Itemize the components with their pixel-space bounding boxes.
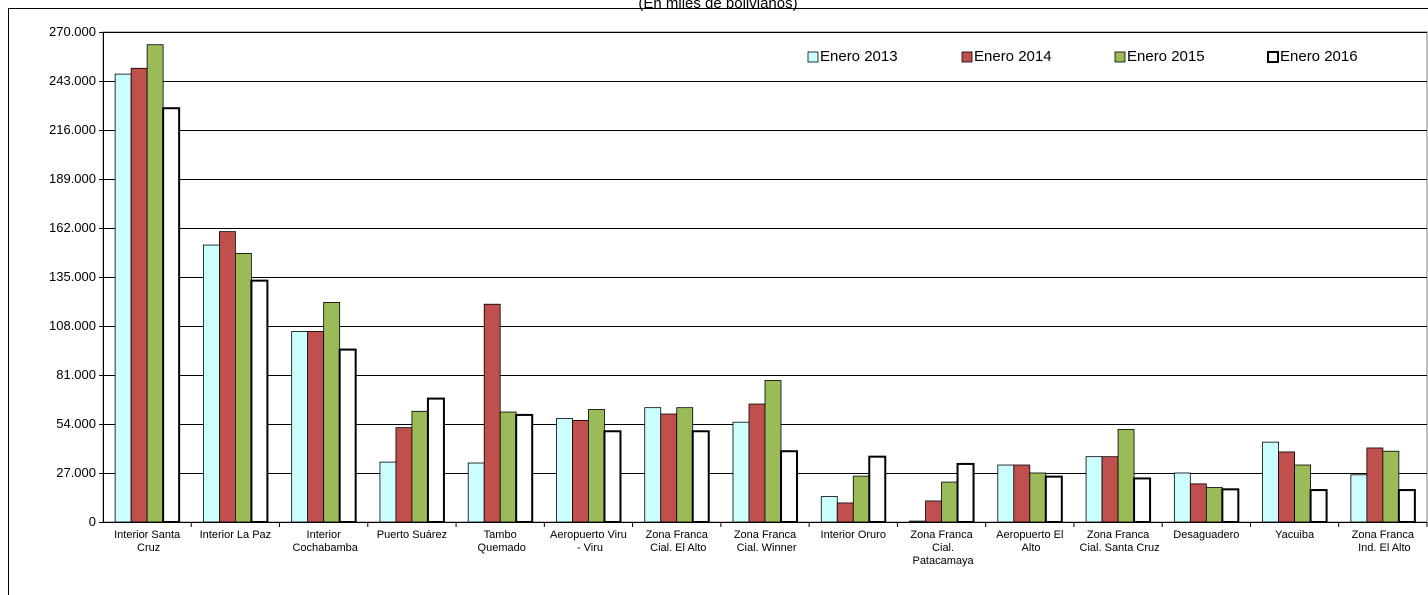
bar [202, 244, 220, 523]
x-tick-label: Aeropuerto El Alto [996, 529, 1063, 554]
bar [691, 430, 710, 523]
bar [1350, 474, 1368, 523]
bar [1205, 487, 1223, 523]
bar [1366, 447, 1384, 523]
bar [1085, 456, 1103, 523]
bar [780, 450, 798, 524]
bar [644, 407, 662, 523]
bar [1221, 488, 1240, 524]
bar [748, 403, 766, 523]
y-tick-label: 135.000 [49, 269, 96, 284]
bar [925, 500, 942, 523]
bar [499, 411, 517, 523]
subtitle: (En miles de bolivianos) [638, 0, 797, 12]
x-tick-label: Interior Cochabamba [289, 529, 358, 554]
bar [291, 331, 309, 523]
bar [483, 303, 501, 523]
bar [1029, 472, 1047, 523]
y-tick-label: 54.000 [56, 416, 96, 431]
bar [1173, 472, 1191, 523]
x-tick-label: Zona Franca Ind. El Alto [1352, 529, 1415, 554]
y-tick-label: 216.000 [49, 122, 96, 137]
bar [1309, 489, 1328, 524]
x-tick-label: Puerto Suárez [377, 529, 447, 541]
x-tick-label: Aeropuerto Viru - Viru [550, 529, 627, 554]
x-tick-label: Interior Oruro [821, 529, 886, 541]
bar [1189, 483, 1207, 523]
y-tick-label: 189.000 [49, 171, 96, 186]
bar [1278, 451, 1295, 523]
bar [909, 520, 926, 523]
bar [1133, 477, 1152, 524]
y-tick-label: 243.000 [49, 73, 96, 88]
legend-swatch [1267, 51, 1279, 63]
bar [250, 279, 269, 524]
legend-swatch [961, 51, 973, 63]
x-tick-label: Tambo Quemado [475, 529, 526, 554]
y-tick-label: 162.000 [49, 220, 96, 235]
bar [234, 253, 252, 523]
x-tick-label: Zona Franca Cial. Santa Cruz [1076, 529, 1159, 554]
bar [941, 481, 958, 523]
bar [130, 67, 148, 523]
bar [323, 302, 341, 523]
bar [426, 397, 445, 523]
bar [307, 331, 325, 523]
bar [1397, 489, 1416, 524]
bar [411, 410, 429, 523]
bar [218, 231, 236, 523]
x-tick-label: Zona Franca Cial. El Alto [646, 529, 709, 554]
bar [467, 462, 485, 523]
x-tick-label: Interior La Paz [200, 529, 272, 541]
legend-swatch [807, 51, 819, 63]
bar [603, 430, 622, 523]
y-tick-label: 108.000 [49, 318, 96, 333]
bar [1013, 464, 1031, 523]
bar [395, 427, 413, 523]
x-tick-label: Desaguadero [1173, 529, 1239, 541]
bar [660, 413, 678, 523]
clip [0, 0, 1428, 8]
bar [1044, 475, 1063, 524]
bar [676, 407, 694, 523]
x-tick-label: Zona Franca Cial. Winner [734, 529, 798, 554]
x-tick-label: Interior Santa Cruz [114, 529, 181, 554]
bar [836, 502, 854, 523]
bar [956, 462, 975, 524]
bar [338, 348, 357, 523]
bar [1101, 456, 1119, 523]
bar [572, 419, 589, 523]
bar [556, 418, 573, 523]
bar [146, 44, 164, 523]
bar [588, 409, 605, 523]
bar [515, 413, 534, 524]
y-tick-label: 270.000 [49, 24, 96, 39]
bar [114, 73, 132, 523]
bar [162, 107, 181, 523]
bar [820, 496, 838, 523]
bar [1262, 441, 1279, 523]
bar [997, 464, 1015, 523]
legend-label: Enero 2013 [820, 48, 898, 65]
legend-swatch [1114, 51, 1126, 63]
y-tick-label: 27.000 [56, 465, 96, 480]
bar [732, 421, 750, 523]
x-tick-label: Yacuiba [1275, 529, 1315, 541]
y-tick-label: 0 [89, 514, 96, 529]
bar [1294, 464, 1311, 523]
legend-label: Enero 2016 [1280, 48, 1358, 65]
bar [852, 475, 870, 523]
x-tick-label: Zona Franca Cial. Patacamaya [909, 529, 974, 567]
legend-label: Enero 2015 [1127, 48, 1205, 65]
legend-label: Enero 2014 [974, 48, 1052, 65]
y-tick-label: 81.000 [56, 367, 96, 382]
bar [868, 455, 887, 523]
bar [764, 380, 782, 523]
bar [379, 461, 397, 523]
bar [1382, 450, 1400, 523]
bar [1117, 429, 1135, 523]
